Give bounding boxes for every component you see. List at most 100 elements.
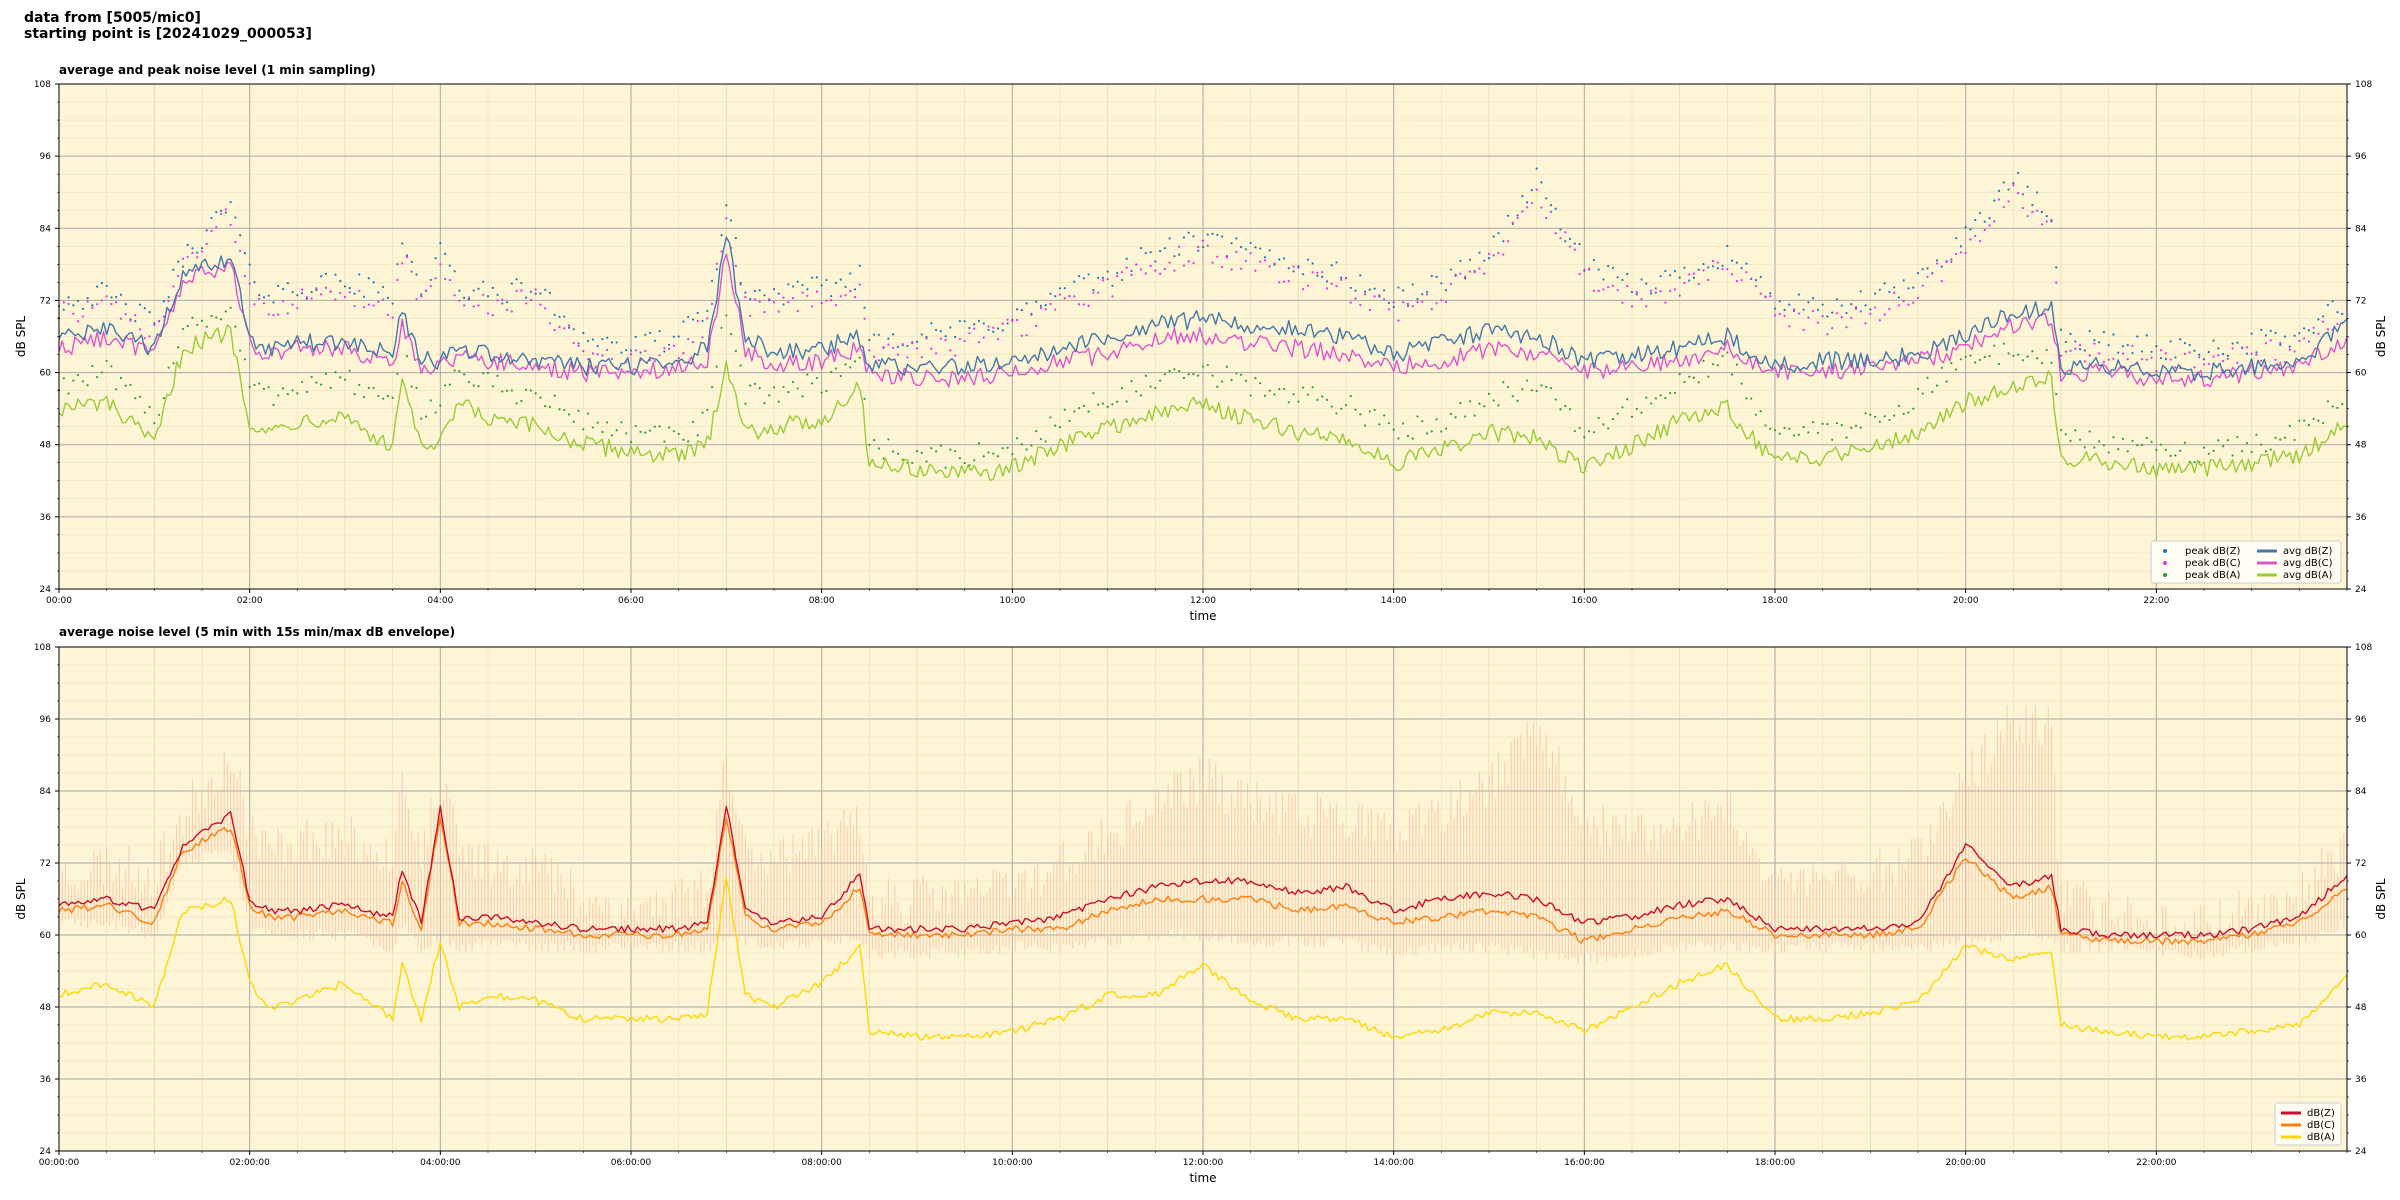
data-point [534, 392, 537, 395]
data-point [2026, 185, 2029, 188]
series-line-avg-db-c- [58, 253, 2348, 388]
data-point [1483, 259, 1486, 262]
data-point [2226, 439, 2229, 442]
data-point [691, 341, 695, 344]
data-point [2069, 349, 2072, 352]
data-point [162, 300, 165, 303]
x-tick-label: 16:00 [1571, 596, 1597, 606]
data-point [1330, 282, 1333, 285]
data-point [1335, 261, 1338, 264]
data-point [2174, 454, 2177, 457]
data-point [134, 314, 137, 317]
data-point [2298, 332, 2301, 335]
data-point [2221, 353, 2225, 356]
envelope-band [58, 705, 2345, 964]
data-point [1397, 286, 1400, 289]
data-point [1654, 291, 1657, 294]
data-point [2231, 347, 2234, 350]
data-point [496, 374, 499, 377]
data-point [1402, 301, 1405, 304]
data-point [1874, 415, 1877, 418]
data-point [1616, 289, 1619, 292]
data-point [482, 371, 485, 375]
data-point [1764, 424, 1767, 427]
y-tick-label-right: 60 [2355, 369, 2367, 379]
data-point [1182, 376, 1186, 380]
data-point [1664, 396, 1667, 400]
data-point [1211, 374, 1214, 377]
data-point [2017, 353, 2020, 356]
data-point [1692, 272, 1696, 275]
data-point [763, 294, 766, 297]
data-point [172, 362, 175, 365]
data-point [477, 287, 480, 290]
data-point [1116, 400, 1119, 403]
data-point [2140, 358, 2144, 361]
data-point [134, 320, 137, 323]
data-point [96, 303, 99, 306]
series-peak-db-a--points [57, 306, 2344, 469]
data-point [587, 339, 590, 343]
data-point [1001, 329, 1004, 332]
data-point [362, 396, 366, 399]
data-point [1935, 384, 1939, 387]
data-point [1259, 381, 1262, 385]
data-point [2250, 352, 2253, 355]
data-point [1792, 434, 1796, 437]
data-point [1812, 297, 1815, 300]
data-point [873, 333, 876, 336]
data-point [1778, 432, 1781, 435]
data-point [1564, 231, 1567, 234]
data-point [1249, 241, 1252, 245]
data-point [229, 223, 232, 227]
data-point [1759, 275, 1762, 279]
data-point [420, 417, 423, 420]
data-point [439, 404, 442, 407]
data-point [553, 394, 556, 397]
data-point [572, 341, 575, 345]
data-point [1144, 272, 1147, 275]
data-point [982, 322, 985, 325]
data-point [477, 304, 480, 307]
data-point [243, 251, 246, 255]
data-point [1363, 290, 1367, 293]
y-tick-label-right: 48 [2355, 441, 2367, 451]
data-point [1278, 281, 1281, 284]
data-point [1445, 289, 1448, 292]
data-point [377, 300, 380, 303]
data-point [1554, 232, 1557, 235]
data-point [1044, 308, 1047, 311]
data-point [2264, 450, 2268, 453]
data-point [2007, 188, 2010, 191]
data-point [1731, 273, 1734, 276]
data-point [768, 394, 771, 397]
data-point [1464, 277, 1467, 280]
data-point [1373, 295, 1376, 298]
data-point [1840, 304, 1843, 307]
data-point [1478, 402, 1481, 405]
data-point [329, 386, 332, 389]
data-point [386, 395, 389, 398]
data-point [1397, 319, 1400, 322]
data-point [291, 303, 294, 306]
data-point [796, 280, 799, 283]
data-point [1707, 266, 1710, 269]
data-point [1049, 302, 1052, 305]
data-point [1978, 211, 1982, 215]
data-point [1859, 310, 1862, 313]
data-point [1983, 228, 1986, 232]
data-point [2202, 363, 2206, 366]
data-point [672, 335, 676, 338]
data-point [1249, 252, 1252, 255]
page-header: data from [5005/mic0] starting point is … [24, 10, 312, 42]
data-point [1311, 271, 1314, 274]
data-point [1807, 301, 1810, 304]
x-tick-label: 00:00 [46, 596, 72, 606]
x-tick-label: 20:00:00 [1945, 1158, 1986, 1168]
data-point [1645, 305, 1648, 308]
data-point [1545, 385, 1548, 389]
data-point [1754, 279, 1758, 282]
y-tick-label-right: 84 [2355, 224, 2367, 234]
data-point [1468, 258, 1472, 261]
y-tick-label: 96 [40, 715, 52, 725]
